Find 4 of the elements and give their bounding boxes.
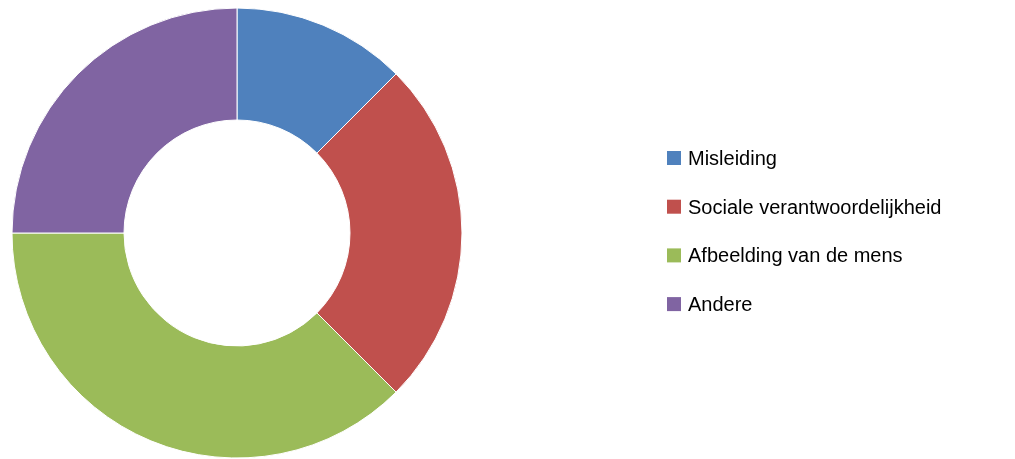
legend-label: Andere xyxy=(688,293,753,316)
legend-label: Misleiding xyxy=(688,147,777,169)
legend-label: Afbeelding van de mens xyxy=(688,244,903,267)
legend-label: Sociale verantwoordelijkheid xyxy=(688,195,942,218)
